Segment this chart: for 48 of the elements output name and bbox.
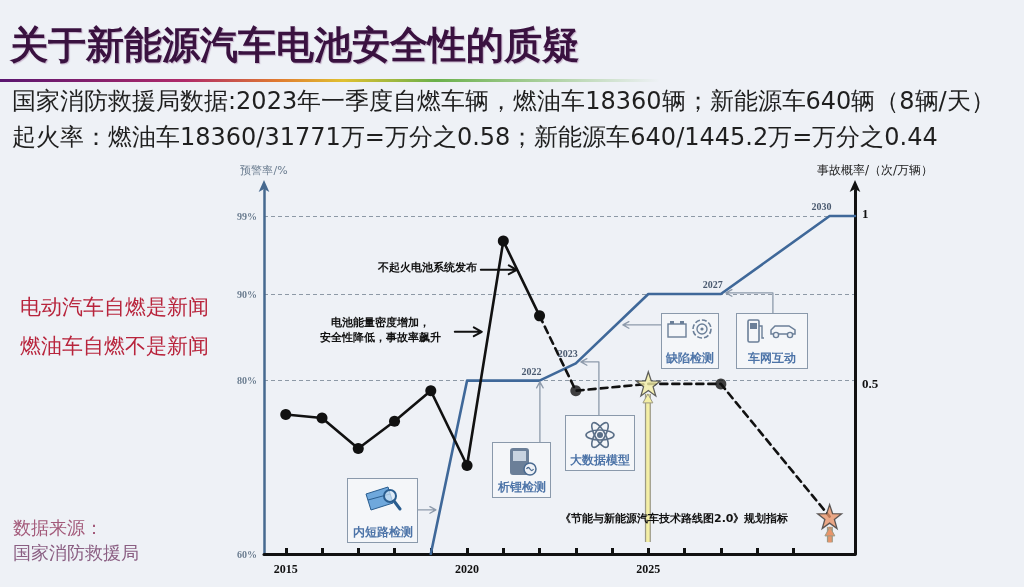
source-note: 数据来源： <box>13 518 103 540</box>
y-tick-label: 80% <box>237 375 257 387</box>
annotation: 大数据模型 <box>570 452 630 467</box>
y-tick-label: 60% <box>237 548 257 560</box>
y-axis-title: 预警率/% <box>240 164 288 177</box>
annotation: 缺陷检测 <box>666 350 714 365</box>
annotation: 2023 <box>557 348 578 361</box>
card-frame: 缺陷检测 <box>661 313 719 369</box>
annotation: 2022 <box>521 365 542 378</box>
point <box>715 378 727 390</box>
annotation: 析锂检测 <box>497 479 546 494</box>
point <box>816 503 843 530</box>
point <box>497 235 509 247</box>
chart-title: 关于新能源汽车电池安全性的质疑 <box>10 23 580 69</box>
y-tick-label: 99% <box>237 210 257 222</box>
annotation: 电池能量密度增加， <box>330 316 430 330</box>
point <box>316 412 328 424</box>
point <box>461 460 473 472</box>
y-tick-label: 90% <box>237 288 257 300</box>
text: 起火率：燃油车18360/31771万=万分之0.58；新能源车640/1445.2万=万分之0.44 <box>12 123 938 152</box>
point <box>425 385 437 397</box>
text: 电动汽车自燃是新闻 <box>20 295 209 321</box>
card-frame: 析锂检测 <box>492 442 551 498</box>
y2-axis-title: 事故概率/（次/万辆） <box>816 163 934 177</box>
y2-tick-label: 1 <box>862 206 869 222</box>
annotation: 车网互动 <box>748 350 796 365</box>
text: 燃油车自燃不是新闻 <box>20 334 209 360</box>
annotation: 内短路检测 <box>352 524 413 539</box>
card-frame: 车网互动 <box>736 313 808 369</box>
annotation: 不起火电池系统发布 <box>378 261 477 275</box>
card-frame: 大数据模型 <box>565 415 635 471</box>
annotation: 《节能与新能源汽车技术路线图2.0》规划指标 <box>560 512 789 526</box>
point <box>280 409 292 421</box>
x-tick-label: 2015 <box>273 562 298 576</box>
point <box>352 443 364 455</box>
card-frame: 内短路检测 <box>347 478 418 543</box>
point <box>635 371 661 397</box>
point <box>534 310 546 322</box>
annotation: 安全性降低，事故率飙升 <box>319 331 441 345</box>
point <box>570 385 582 397</box>
x-tick-label: 2025 <box>636 562 661 576</box>
y2-tick-label: 0.5 <box>862 376 879 392</box>
annotation: 2030 <box>811 201 832 213</box>
point <box>389 415 401 427</box>
x-tick-label: 2020 <box>455 562 480 576</box>
chart-subtitle: 国家消防救援局数据:2023年一季度自燃车辆，燃油车18360辆；新能源车640辆（8辆/天） <box>12 87 995 116</box>
annotation: 2027 <box>702 279 723 291</box>
text: 国家消防救援局 <box>13 543 139 565</box>
